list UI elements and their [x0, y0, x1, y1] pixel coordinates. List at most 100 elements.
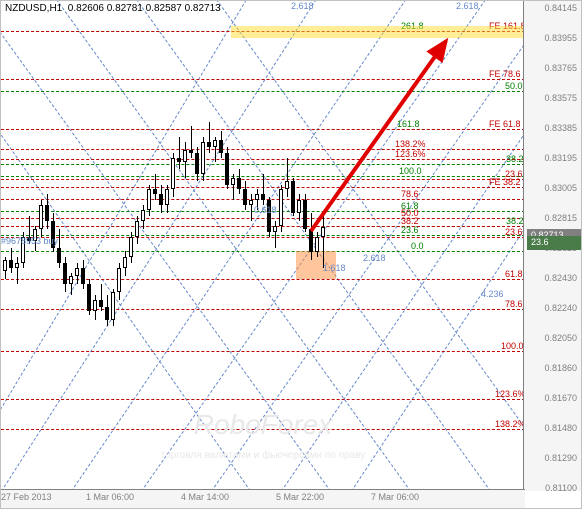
candle-body — [213, 140, 217, 146]
gann-label: 1.618 — [323, 263, 346, 273]
candle-body — [303, 200, 307, 228]
y-tick-label: 0.81860 — [544, 363, 577, 373]
candle-body — [75, 268, 79, 276]
candle-body — [261, 194, 265, 200]
candle-body — [291, 181, 295, 213]
y-tick-label: 0.84145 — [544, 3, 577, 13]
candle-wick — [179, 137, 180, 169]
y-tick-label: 0.83575 — [544, 93, 577, 103]
y-tick-label: 0.83005 — [544, 183, 577, 193]
x-tick-label: 7 Mar 06:00 — [371, 492, 419, 502]
fib-label: 38.2 — [506, 216, 524, 226]
chart-title: NZDUSD,H1 0.82606 0.82781 0.82587 0.8271… — [5, 3, 221, 14]
candle-body — [39, 205, 43, 229]
candle-body — [243, 189, 247, 205]
y-tick-label: 0.83955 — [544, 33, 577, 43]
candle-body — [207, 142, 211, 147]
gann-label: 2.618 — [363, 253, 386, 263]
y-tick-label: 0.81290 — [544, 453, 577, 463]
fib-line — [1, 159, 525, 160]
candle-body — [147, 189, 151, 209]
candle-wick — [209, 122, 210, 154]
fib-line — [1, 251, 525, 252]
fib-label: 23.6 — [505, 227, 523, 237]
x-tick-label: 27 Feb 2013 — [1, 492, 52, 502]
y-tick-label: 0.81100 — [545, 483, 577, 493]
y-tick-label: 0.82240 — [544, 303, 577, 313]
watermark: RoboForex — [194, 409, 333, 441]
fib-line — [1, 226, 525, 227]
fib-label: FE 38.2 — [489, 177, 521, 187]
candle-body — [9, 260, 13, 268]
candle-body — [111, 292, 115, 320]
candle-body — [279, 189, 283, 225]
fib-label: 78.6 — [401, 189, 419, 199]
candle-wick — [251, 194, 252, 221]
fib-label: 61.8 — [505, 269, 523, 279]
candle-body — [183, 150, 187, 163]
fib-line — [1, 235, 525, 236]
candle-body — [159, 194, 163, 205]
candle-body — [225, 153, 229, 185]
y-tick-label: 0.83765 — [544, 63, 577, 73]
watermark-sub: торговля валютами и фьючерсами по праву — [161, 450, 365, 461]
fib-line — [1, 351, 525, 352]
x-axis: 27 Feb 20131 Mar 06:004 Mar 14:005 Mar 2… — [1, 489, 525, 508]
candle-body — [105, 307, 109, 320]
fib-label: 138.2% — [495, 419, 526, 429]
fib-label: 100.0 — [399, 166, 422, 176]
candle-body — [81, 268, 85, 284]
candle-body — [237, 178, 241, 189]
fib-line — [1, 149, 525, 150]
fib-line — [1, 79, 525, 80]
y-tick-label: 0.82815 — [544, 213, 577, 223]
fib-label: 0.0 — [411, 241, 424, 251]
candle-body — [201, 142, 205, 174]
fib-line — [1, 164, 525, 165]
candle-body — [129, 237, 133, 257]
gann-label: 0.618 — [254, 205, 277, 215]
fib-price-tag: 23.6 — [527, 236, 581, 250]
y-tick-label: 0.83195 — [544, 153, 577, 163]
y-tick-label: 0.82050 — [544, 333, 577, 343]
candle-body — [219, 140, 223, 153]
fib-label: 138.2% — [395, 139, 426, 149]
fib-label: 123.6% — [495, 389, 526, 399]
fib-line — [1, 237, 525, 238]
gann-label: 4.236 — [481, 289, 504, 299]
fib-label: 100.0 — [501, 341, 524, 351]
candle-body — [231, 178, 235, 184]
candle-wick — [155, 174, 156, 201]
candle-body — [63, 263, 67, 283]
candle-body — [3, 260, 7, 271]
fib-label: 78.6 — [505, 299, 523, 309]
chart-area[interactable]: RoboForex торговля валютами и фьючерсами… — [1, 1, 525, 491]
candle-body — [315, 237, 319, 253]
candle-body — [45, 205, 49, 221]
candle-body — [255, 194, 259, 200]
candle-body — [153, 189, 157, 194]
candle-body — [165, 189, 169, 205]
candle-body — [135, 221, 139, 237]
buy-order-marker: #9678953 buy — [1, 236, 58, 246]
fib-label: FE 78.6 — [489, 69, 521, 79]
fib-label: FE 61.8 — [489, 119, 521, 129]
candle-body — [15, 263, 19, 268]
candle-wick — [323, 216, 324, 268]
y-tick-label: 0.81670 — [544, 393, 577, 403]
candle-body — [69, 276, 73, 284]
x-tick-label: 1 Mar 06:00 — [86, 492, 134, 502]
fib-line — [1, 279, 525, 280]
fib-line — [1, 218, 525, 219]
fib-label: 50.0 — [505, 81, 523, 91]
candle-body — [123, 257, 127, 268]
candle-body — [57, 248, 61, 264]
candle-body — [189, 150, 193, 153]
fib-label: 123.6% — [395, 149, 426, 159]
candle-body — [93, 300, 97, 311]
fib-line — [1, 129, 525, 130]
candle-body — [87, 284, 91, 311]
fib-line — [1, 91, 525, 92]
candle-wick — [17, 257, 18, 284]
fib-line — [1, 309, 525, 310]
